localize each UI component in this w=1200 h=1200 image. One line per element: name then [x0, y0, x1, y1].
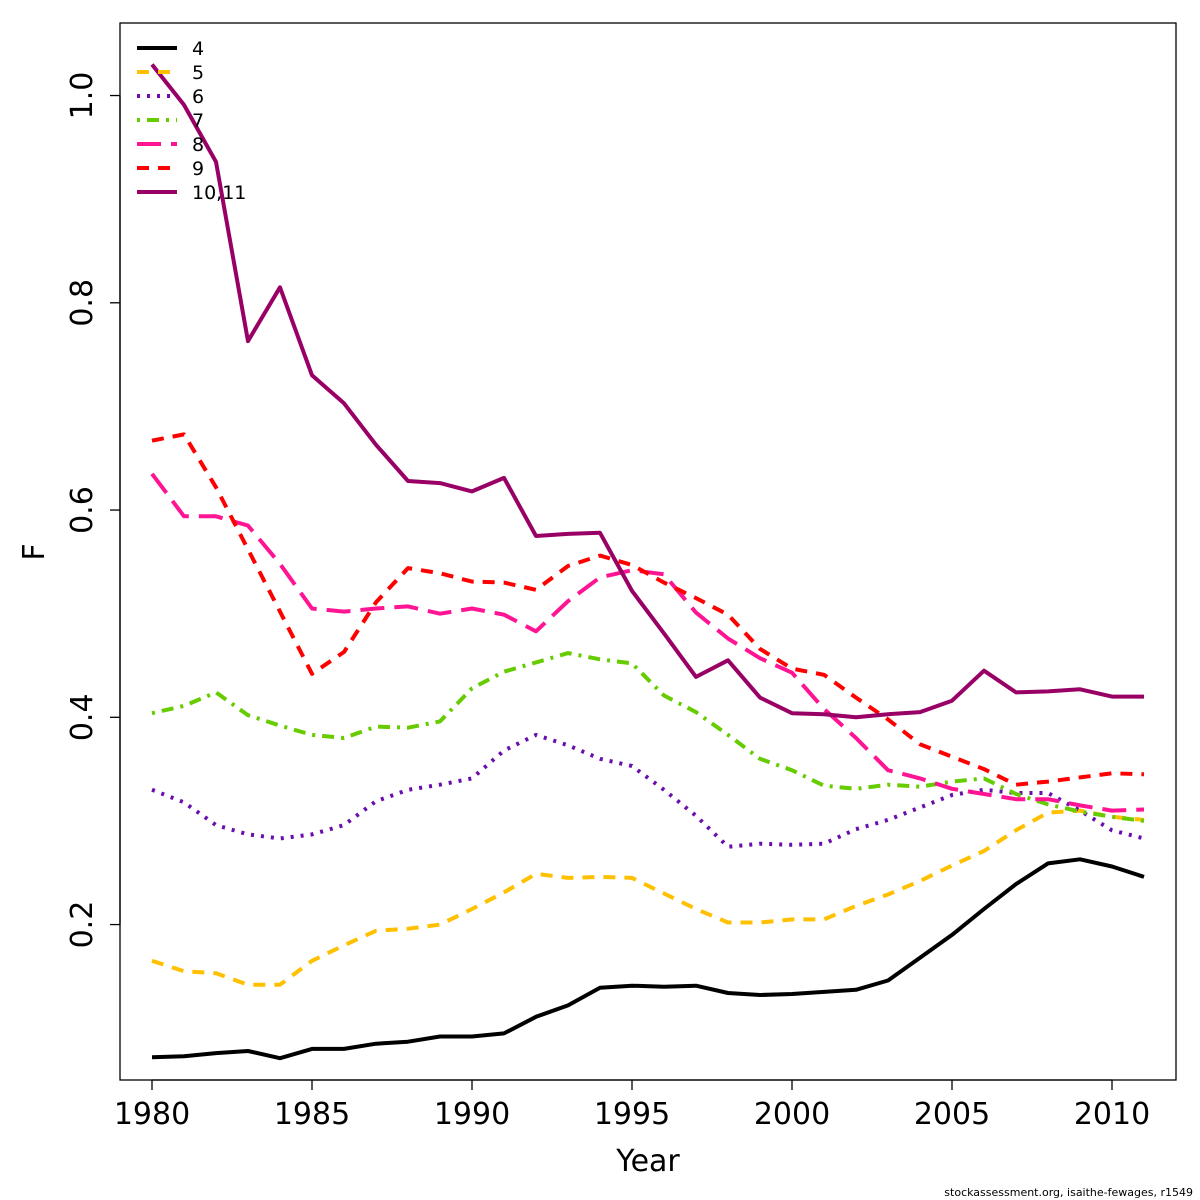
series-layer	[150, 63, 1145, 1061]
series-line-5	[151, 808, 1145, 987]
footer-note: stockassessment.org, isaithe-fewages, r1…	[944, 1186, 1193, 1199]
x-tick-label: 1980	[114, 1097, 190, 1132]
x-axis: 1980 1985 1990 1995 2000 2005 2010	[114, 1079, 1150, 1132]
series-line-6	[151, 732, 1145, 849]
x-tick-label: 1985	[274, 1097, 350, 1132]
legend-label: 10,11	[192, 182, 246, 204]
legend-label: 9	[192, 158, 204, 180]
x-tick-label: 1990	[434, 1097, 510, 1132]
y-tick-label: 0.4	[65, 693, 100, 741]
y-tick-label: 0.8	[65, 279, 100, 327]
x-tick-label: 2010	[1074, 1097, 1150, 1132]
x-tick-label: 1995	[594, 1097, 670, 1132]
y-axis-title: F	[17, 543, 52, 560]
y-axis: 0.2 0.4 0.6 0.8 1.0	[65, 72, 121, 949]
series-line-7	[151, 651, 1145, 823]
x-tick-label: 2000	[754, 1097, 830, 1132]
x-axis-title: Year	[615, 1144, 680, 1179]
series-line-8	[150, 472, 1145, 813]
plot-frame	[119, 22, 1177, 1081]
legend-label: 5	[192, 62, 204, 84]
legend-label: 4	[192, 38, 204, 60]
legend-label: 6	[192, 86, 204, 108]
y-tick-label: 0.6	[65, 486, 100, 534]
series-line-9	[151, 432, 1145, 787]
y-tick-label: 1.0	[65, 72, 100, 120]
y-tick-label: 0.2	[65, 901, 100, 949]
series-line-4	[151, 857, 1145, 1061]
legend-label: 7	[192, 110, 204, 132]
x-tick-label: 2005	[914, 1097, 990, 1132]
legend-label: 8	[192, 134, 204, 156]
series-line-10-11	[150, 63, 1144, 720]
